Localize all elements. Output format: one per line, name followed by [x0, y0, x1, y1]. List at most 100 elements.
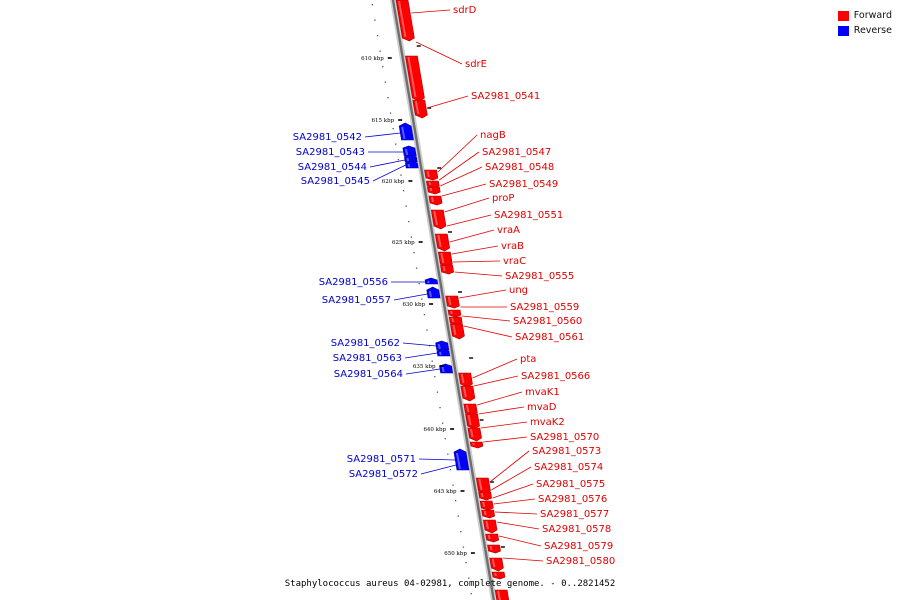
gene-body — [402, 145, 417, 157]
gene-label-sa2981-0560[interactable]: SA2981_0560 — [513, 316, 582, 327]
ruler-dot — [470, 593, 472, 595]
forward-gene-arrow[interactable] — [445, 295, 460, 309]
gene-label-sa2981-0570[interactable]: SA2981_0570 — [530, 432, 599, 443]
gene-label-sa2981-0573[interactable]: SA2981_0573 — [532, 446, 601, 457]
gene-label-sa2981-0576[interactable]: SA2981_0576 — [538, 494, 607, 505]
forward-gene-arrow[interactable] — [467, 427, 482, 442]
ruler-dot — [431, 360, 433, 362]
gene-label-sa2981-0556[interactable]: SA2981_0556 — [319, 277, 388, 288]
gene-label-sdrd[interactable]: sdrD — [453, 5, 477, 16]
ruler-dot — [379, 50, 381, 52]
forward-gene-arrow[interactable] — [447, 309, 462, 318]
gene-label-nagb[interactable]: nagB — [480, 130, 506, 141]
gene-label-sa2981-0571[interactable]: SA2981_0571 — [347, 454, 416, 465]
gene-label-ung[interactable]: ung — [509, 285, 528, 296]
gene-label-sa2981-0564[interactable]: SA2981_0564 — [334, 369, 403, 380]
leader-line — [463, 325, 513, 338]
ruler-dot — [389, 112, 392, 114]
reverse-gene-arrow[interactable] — [453, 448, 470, 471]
gene-label-mvad[interactable]: mvaD — [527, 402, 557, 413]
gene-label-mvak1[interactable]: mvaK1 — [525, 387, 560, 398]
gene-label-prop[interactable]: proP — [492, 193, 514, 204]
forward-gene-arrow[interactable] — [465, 413, 480, 430]
reverse-gene-arrow[interactable] — [405, 160, 419, 169]
forward-gene-arrow[interactable] — [440, 264, 455, 275]
gene-label-sa2981-0577[interactable]: SA2981_0577 — [540, 509, 609, 520]
forward-gene-arrow[interactable] — [485, 533, 500, 543]
leader-line — [404, 352, 438, 359]
gene-label-sa2981-0574[interactable]: SA2981_0574 — [534, 462, 603, 473]
leader-line — [439, 151, 480, 181]
gene-label-pta[interactable]: pta — [520, 354, 536, 365]
gene-label-vrab[interactable]: vraB — [501, 241, 524, 252]
leader-line — [415, 41, 463, 65]
reverse-gene-arrow[interactable] — [436, 348, 451, 357]
gene-label-sa2981-0563[interactable]: SA2981_0563 — [333, 353, 402, 364]
gene-highlight — [467, 414, 472, 426]
gene-label-sa2981-0579[interactable]: SA2981_0579 — [544, 541, 613, 552]
leader-line — [441, 183, 487, 197]
gene-label-sa2981-0580[interactable]: SA2981_0580 — [546, 556, 615, 567]
gene-label-sa2981-0544[interactable]: SA2981_0544 — [298, 162, 367, 173]
leader-line — [483, 436, 528, 443]
forward-gene-arrow[interactable] — [463, 403, 478, 416]
reverse-gene-arrow[interactable] — [424, 277, 439, 285]
gene-label-sa2981-0562[interactable]: SA2981_0562 — [331, 338, 400, 349]
gene-label-sa2981-0555[interactable]: SA2981_0555 — [505, 271, 574, 282]
forward-gene-arrow[interactable] — [479, 500, 494, 511]
gene-label-sa2981-0545[interactable]: SA2981_0545 — [301, 176, 370, 187]
forward-gene-arrow[interactable] — [428, 195, 443, 206]
gene-label-vrac[interactable]: vraC — [503, 256, 526, 267]
leader-line — [478, 406, 525, 415]
legend-reverse-label: Reverse — [853, 25, 892, 36]
gene-label-sa2981-0572[interactable]: SA2981_0572 — [349, 469, 418, 480]
forward-gene-arrow[interactable] — [491, 571, 506, 580]
gene-label-sa2981-0557[interactable]: SA2981_0557 — [322, 295, 391, 306]
gene-highlight — [491, 558, 496, 568]
gene-label-sa2981-0566[interactable]: SA2981_0566 — [521, 371, 590, 382]
forward-gene-arrow[interactable] — [460, 385, 476, 402]
ruler-dot — [457, 515, 459, 517]
forward-gene-arrow[interactable] — [405, 55, 425, 102]
gene-highlight — [462, 386, 467, 398]
reverse-gene-arrow[interactable] — [426, 286, 441, 299]
gene-label-sa2981-0549[interactable]: SA2981_0549 — [489, 179, 558, 190]
reverse-gene-arrow[interactable] — [402, 145, 417, 157]
forward-gene-arrow[interactable] — [469, 441, 484, 449]
forward-gene-arrow[interactable] — [427, 186, 441, 195]
gene-label-sdre[interactable]: sdrE — [465, 59, 487, 70]
forward-gene-arrow[interactable] — [494, 589, 510, 600]
forward-gene-arrow[interactable] — [450, 323, 465, 340]
gene-label-sa2981-0543[interactable]: SA2981_0543 — [296, 147, 365, 158]
forward-gene-arrow[interactable] — [489, 557, 504, 572]
forward-gene-arrow[interactable] — [481, 509, 496, 519]
gene-body — [467, 427, 482, 442]
ruler-dot — [439, 407, 441, 409]
gene-label-sa2981-0547[interactable]: SA2981_0547 — [482, 147, 551, 158]
gene-label-sa2981-0575[interactable]: SA2981_0575 — [536, 479, 605, 490]
gene-label-sa2981-0548[interactable]: SA2981_0548 — [485, 162, 554, 173]
forward-gene-arrow[interactable] — [430, 209, 447, 230]
forward-gene-arrow[interactable] — [424, 169, 439, 181]
gene-highlight — [439, 351, 442, 356]
forward-gene-arrow[interactable] — [434, 233, 450, 252]
reverse-gene-arrow[interactable] — [398, 122, 414, 141]
gene-label-sa2981-0578[interactable]: SA2981_0578 — [542, 524, 611, 535]
gene-label-sa2981-0551[interactable]: SA2981_0551 — [494, 210, 563, 221]
gene-label-vraa[interactable]: vraA — [497, 225, 520, 236]
gene-label-sa2981-0559[interactable]: SA2981_0559 — [510, 302, 579, 313]
forward-gene-arrow[interactable] — [487, 544, 501, 554]
forward-gene-arrow[interactable] — [458, 372, 473, 388]
forward-gene-arrow[interactable] — [483, 519, 498, 534]
gene-label-mvak2[interactable]: mvaK2 — [530, 417, 565, 428]
forward-gene-arrow[interactable] — [475, 477, 491, 495]
gene-label-sa2981-0541[interactable]: SA2981_0541 — [471, 91, 540, 102]
forward-gene-arrow[interactable] — [426, 180, 440, 189]
reverse-gene-arrow[interactable] — [435, 340, 450, 351]
forward-gene-arrow[interactable] — [412, 99, 428, 119]
forward-gene-arrow[interactable] — [478, 491, 492, 501]
forward-gene-arrow[interactable] — [395, 0, 415, 42]
gene-label-sa2981-0561[interactable]: SA2981_0561 — [515, 332, 584, 343]
gene-label-sa2981-0542[interactable]: SA2981_0542 — [293, 132, 362, 143]
gene-body — [445, 295, 460, 309]
